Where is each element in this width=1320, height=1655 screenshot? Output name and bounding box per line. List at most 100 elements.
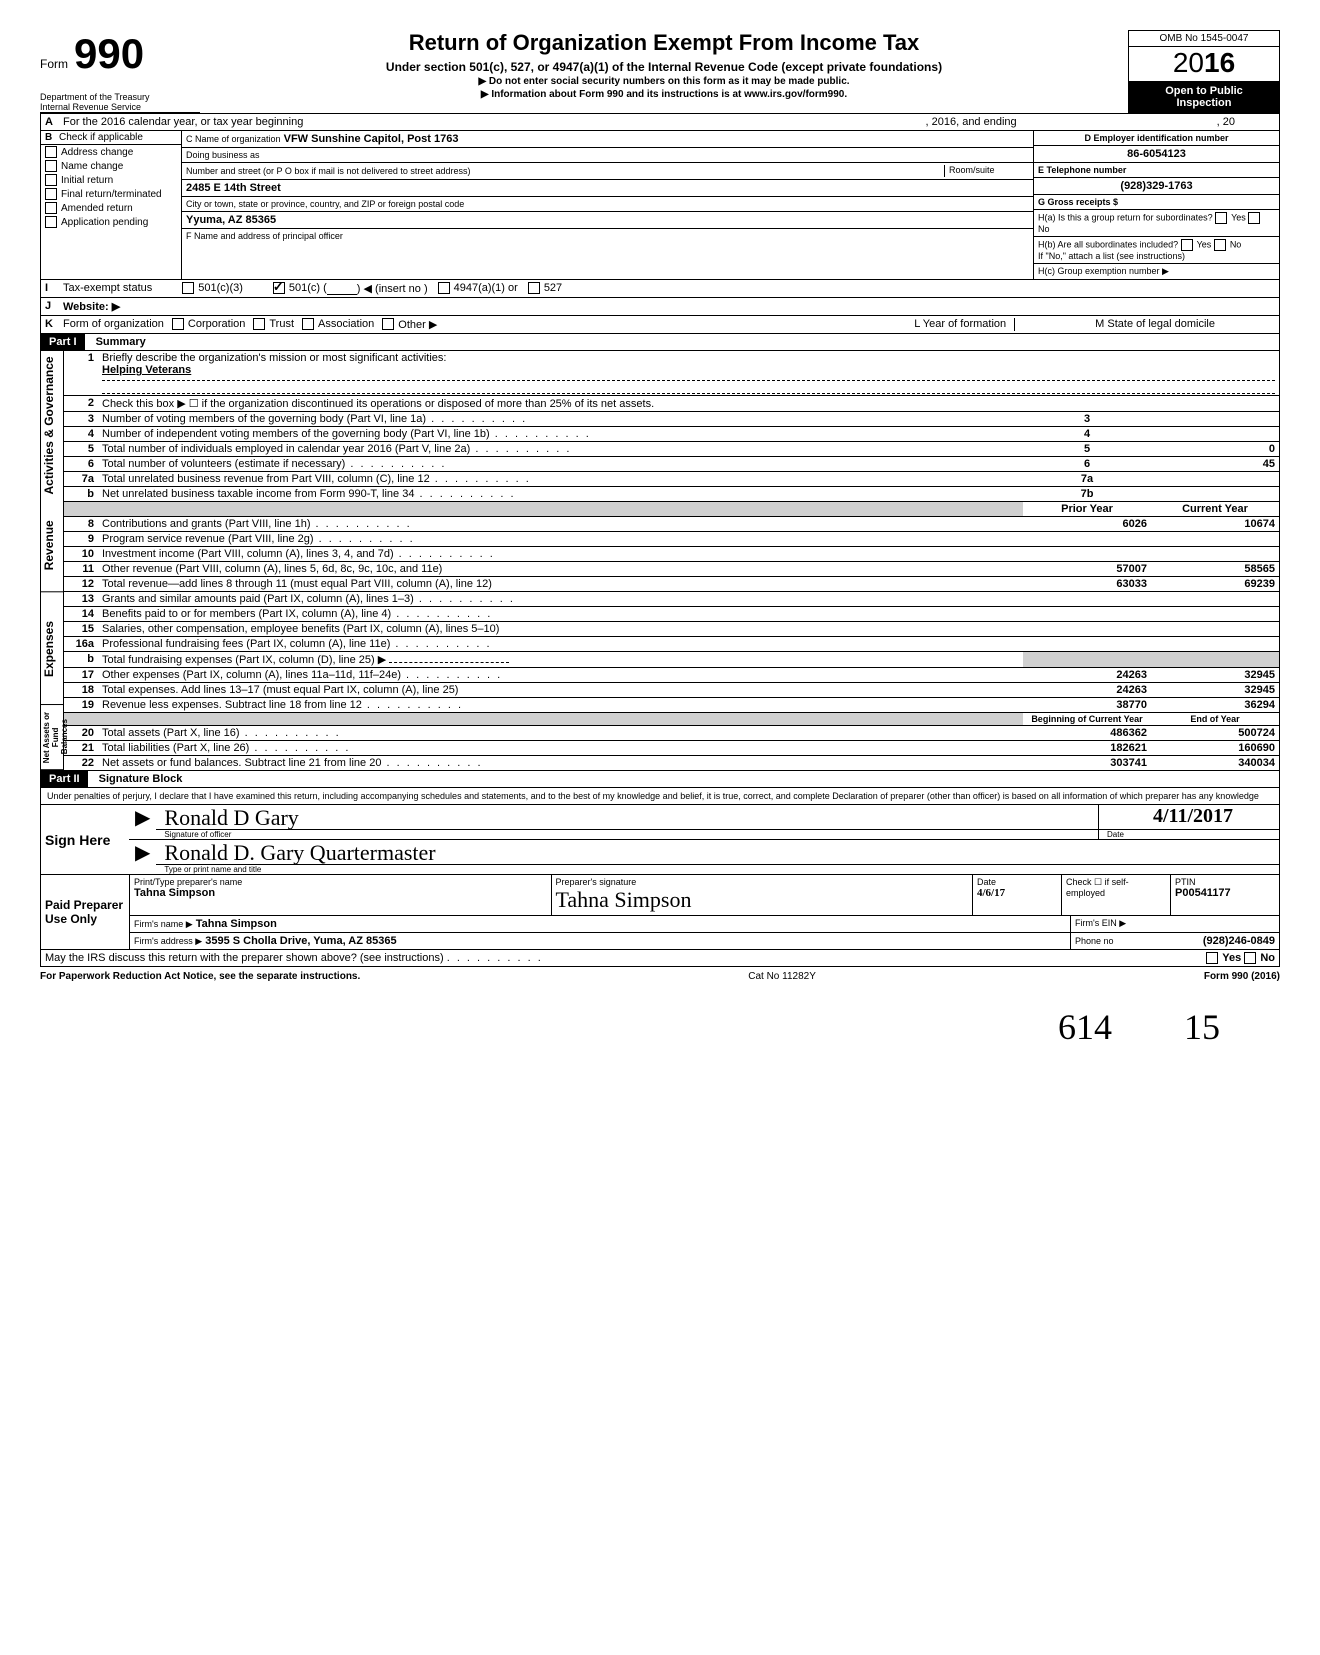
line-16a: Professional fundraising fees (Part IX, … xyxy=(98,637,1023,652)
part-1-title: Summary xyxy=(88,334,154,350)
ha-yes: Yes xyxy=(1231,212,1246,222)
main-title: Return of Organization Exempt From Incom… xyxy=(210,30,1118,56)
l19-prior: 38770 xyxy=(1023,698,1151,713)
l12-prior: 63033 xyxy=(1023,577,1151,592)
open-to-public: Open to Public Inspection xyxy=(1129,82,1279,112)
k-label: Form of organization xyxy=(63,318,164,331)
check-if-applicable: Check if applicable xyxy=(59,132,143,143)
label-trust: Trust xyxy=(269,318,294,331)
checkbox-ha-yes[interactable] xyxy=(1215,212,1227,224)
checkbox-501c[interactable] xyxy=(273,282,285,294)
year-suffix: 16 xyxy=(1204,47,1235,78)
line-5-value: 0 xyxy=(1151,442,1279,457)
hno-label: If "No," attach a list (see instructions… xyxy=(1038,251,1275,261)
line-18: Total expenses. Add lines 13–17 (must eq… xyxy=(98,683,1023,698)
preparer-sig-label: Preparer's signature xyxy=(556,877,969,887)
line-16b: Total fundraising expenses (Part IX, col… xyxy=(98,652,1023,668)
line-16b-text: Total fundraising expenses (Part IX, col… xyxy=(102,654,386,666)
subtitle: Under section 501(c), 527, or 4947(a)(1)… xyxy=(210,60,1118,74)
row-a-label: A xyxy=(45,116,63,128)
officer-name-typed: Ronald D. Gary Quartermaster xyxy=(156,840,1279,865)
preparer-name: Tahna Simpson xyxy=(134,887,547,899)
sig-officer-label: Signature of officer xyxy=(156,830,1098,839)
handwritten-page-numbers: 614 15 xyxy=(40,1006,1280,1048)
label-501c: 501(c) ( xyxy=(289,282,327,295)
part-1-header: Part I Summary xyxy=(40,334,1280,351)
omb-block: OMB No 1545-0047 2016 Open to Public Ins… xyxy=(1128,30,1280,113)
line-12: Total revenue—add lines 8 through 11 (mu… xyxy=(98,577,1023,592)
firm-name-label: Firm's name ▶ xyxy=(134,919,193,929)
checkbox-application-pending[interactable] xyxy=(45,216,57,228)
paid-preparer-label: Paid Preparer Use Only xyxy=(41,875,129,949)
discuss-yes: Yes xyxy=(1222,952,1241,964)
checkbox-discuss-no[interactable] xyxy=(1244,952,1256,964)
checkbox-501c3[interactable] xyxy=(182,282,194,294)
title-block: Return of Organization Exempt From Incom… xyxy=(200,30,1128,100)
checkbox-amended-return[interactable] xyxy=(45,202,57,214)
self-employed-check: Check ☐ if self-employed xyxy=(1061,875,1170,915)
line-7a: Total unrelated business revenue from Pa… xyxy=(98,472,1023,487)
line-15: Salaries, other compensation, employee b… xyxy=(98,622,1023,637)
line-19: Revenue less expenses. Subtract line 18 … xyxy=(98,698,1023,713)
ptin-label: PTIN xyxy=(1175,877,1275,887)
arrow-icon-2: ▶ xyxy=(129,840,156,874)
checkbox-name-change[interactable] xyxy=(45,160,57,172)
row-a-text: For the 2016 calendar year, or tax year … xyxy=(63,116,303,128)
prep-phone: (928)246-0849 xyxy=(1203,935,1275,947)
year-prefix: 20 xyxy=(1173,47,1204,78)
label-501c3: 501(c)(3) xyxy=(198,282,243,295)
sign-date: 4/11/2017 xyxy=(1099,805,1279,830)
l8-curr: 10674 xyxy=(1151,517,1279,532)
checkbox-hb-no[interactable] xyxy=(1214,239,1226,251)
firm-addr-label: Firm's address ▶ xyxy=(134,936,202,946)
line-8: Contributions and grants (Part VIII, lin… xyxy=(98,517,1023,532)
l22-curr: 340034 xyxy=(1151,756,1279,771)
label-address-change: Address change xyxy=(61,147,133,158)
type-name-label: Type or print name and title xyxy=(156,865,1279,874)
label-initial-return: Initial return xyxy=(61,175,113,186)
open-label: Open to Public xyxy=(1131,85,1277,97)
org-name: VFW Sunshine Capitol, Post 1763 xyxy=(284,133,459,145)
room-suite-label: Room/suite xyxy=(944,165,1029,177)
footer: For Paperwork Reduction Act Notice, see … xyxy=(40,967,1280,986)
checkbox-ha-no[interactable] xyxy=(1248,212,1260,224)
ha-label: H(a) Is this a group return for subordin… xyxy=(1038,212,1213,222)
vert-revenue: Revenue xyxy=(41,499,63,592)
l21-prior: 182621 xyxy=(1023,741,1151,756)
checkbox-final-return[interactable] xyxy=(45,188,57,200)
date-label: Date xyxy=(1099,830,1279,839)
checkbox-trust[interactable] xyxy=(253,318,265,330)
row-a-end: , 20 xyxy=(1217,116,1235,128)
line-1-value: Helping Veterans xyxy=(102,364,191,376)
checkbox-hb-yes[interactable] xyxy=(1181,239,1193,251)
l18-prior: 24263 xyxy=(1023,683,1151,698)
part-2-title: Signature Block xyxy=(91,771,191,787)
hb-label: H(b) Are all subordinates included? xyxy=(1038,239,1178,249)
row-k: K Form of organization Corporation Trust… xyxy=(40,316,1280,334)
street-value: 2485 E 14th Street xyxy=(182,180,1033,197)
footer-form: Form 990 (2016) xyxy=(1204,971,1280,982)
label-insert: ) ◀ (insert no ) xyxy=(357,282,428,295)
g-label: G Gross receipts $ xyxy=(1034,195,1279,210)
checkbox-527[interactable] xyxy=(528,282,540,294)
line-5: Total number of individuals employed in … xyxy=(98,442,1023,457)
checkbox-4947[interactable] xyxy=(438,282,450,294)
l20-curr: 500724 xyxy=(1151,726,1279,741)
checkbox-address-change[interactable] xyxy=(45,146,57,158)
checkbox-initial-return[interactable] xyxy=(45,174,57,186)
l11-prior: 57007 xyxy=(1023,562,1151,577)
line-6-value: 45 xyxy=(1151,457,1279,472)
checkbox-corporation[interactable] xyxy=(172,318,184,330)
line-14: Benefits paid to or for members (Part IX… xyxy=(98,607,1023,622)
j-label: Website: ▶ xyxy=(63,300,120,313)
prep-date-label: Date xyxy=(977,877,1057,887)
checkbox-association[interactable] xyxy=(302,318,314,330)
checkbox-other[interactable] xyxy=(382,318,394,330)
print-preparer-label: Print/Type preparer's name xyxy=(134,877,547,887)
checkbox-discuss-yes[interactable] xyxy=(1206,952,1218,964)
line-17: Other expenses (Part IX, column (A), lin… xyxy=(98,668,1023,683)
l17-curr: 32945 xyxy=(1151,668,1279,683)
ein-value: 86-6054123 xyxy=(1034,146,1279,163)
column-d: D Employer identification number 86-6054… xyxy=(1033,131,1279,279)
form-number-block: Form 990 xyxy=(40,30,170,78)
